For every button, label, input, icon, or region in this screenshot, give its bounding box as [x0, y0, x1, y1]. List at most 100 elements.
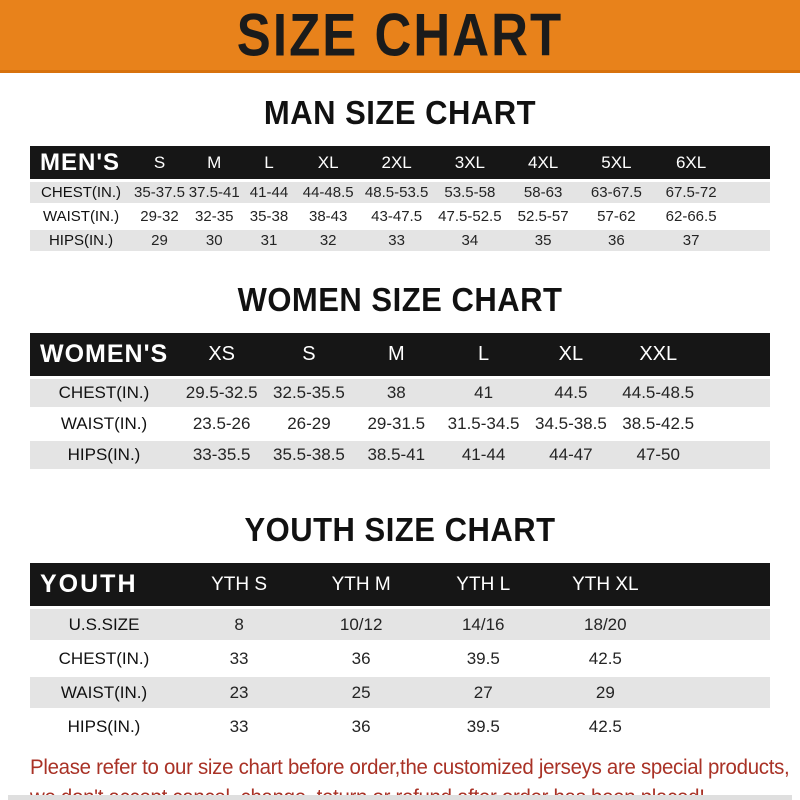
men-size-table: MEN'S S M L XL 2XL 3XL 4XL 5XL 6XL CHEST(IN.) 35-37… [30, 143, 770, 254]
column-header: S [302, 343, 316, 365]
footer-note: Please refer to our size chart before or… [0, 752, 800, 800]
size-value-cell: 29 [151, 232, 168, 249]
size-value-cell: 41-44 [249, 184, 289, 201]
size-value-cell: 38.5-41 [367, 445, 426, 464]
section-women: WOMEN SIZE CHART WOMEN'S XS S M L XL XXL CHEST(… [0, 280, 800, 472]
row-label: WAIST(IN.) [43, 208, 120, 225]
bottom-edge-strip [8, 795, 792, 800]
size-value-cell: 48.5-53.5 [364, 184, 429, 201]
column-header: YTH S [211, 573, 268, 595]
column-header: M [387, 343, 405, 365]
table-group-label: WOMEN'S [40, 340, 169, 368]
banner-title: SIZE CHART [236, 1, 564, 69]
row-label: WAIST(IN.) [60, 414, 148, 433]
size-value-cell: 67.5-72 [665, 184, 717, 201]
size-value-cell: 35.5-38.5 [273, 445, 345, 464]
size-value-cell: 23 [229, 682, 249, 702]
table-row: CHEST(IN.) 35-37.5 37.5-41 41-44 44-48.5 48.5… [30, 182, 770, 203]
size-value-cell: 38-43 [308, 208, 348, 225]
row-filler-cell [666, 677, 770, 708]
size-value-cell: 47.5-52.5 [438, 208, 502, 225]
size-value-cell: 31 [260, 232, 278, 249]
size-value-cell: 25 [351, 682, 371, 702]
table-row: CHEST(IN.) 33 36 39.5 42.5 [30, 643, 770, 674]
row-filler-cell [702, 379, 770, 407]
size-value-cell: 23.5-26 [192, 414, 251, 433]
size-value-cell: 36 [351, 648, 371, 668]
row-filler-cell [666, 643, 770, 674]
column-header: 2XL [381, 152, 412, 172]
size-value-cell: 37 [682, 232, 700, 249]
row-label: HIPS(IN.) [67, 716, 141, 736]
size-value-cell: 33 [388, 232, 405, 249]
size-value-cell: 29 [595, 682, 615, 702]
table-row: WAIST(IN.) 29-32 32-35 35-38 38-43 43-47.5 47.… [30, 206, 770, 227]
size-value-cell: 38.5-42.5 [622, 414, 695, 433]
size-value-cell: 29-31.5 [367, 414, 426, 433]
youth-size-table: YOUTH YTH S YTH M YTH L YTH XL U.S.SIZE 8 10/12… [30, 560, 770, 745]
row-filler-cell [702, 410, 770, 438]
size-value-cell: 8 [234, 614, 244, 634]
size-value-cell: 29-32 [140, 208, 179, 225]
size-value-cell: 34 [461, 232, 479, 249]
row-filler-cell [702, 441, 770, 469]
size-value-cell: 18/20 [584, 614, 627, 634]
size-value-cell: 39.5 [466, 716, 500, 736]
size-value-cell: 43-47.5 [371, 208, 423, 225]
row-filler-cell [666, 609, 770, 640]
column-header: XL [558, 343, 584, 365]
header-filler-cell [729, 146, 770, 179]
size-value-cell: 10/12 [339, 614, 383, 634]
size-value-cell: 52.5-57 [517, 208, 569, 225]
row-label: WAIST(IN.) [60, 682, 148, 702]
row-label: HIPS(IN.) [48, 232, 114, 249]
row-label: HIPS(IN.) [67, 445, 141, 464]
header-filler-cell [702, 333, 770, 376]
section-youth: YOUTH SIZE CHART YOUTH YTH S YTH M YTH L YTH… [0, 511, 800, 745]
table-row: HIPS(IN.) 29 30 31 32 33 34 35 36 37 [30, 230, 770, 251]
row-label: CHEST(IN.) [58, 383, 150, 402]
column-header: S [153, 152, 166, 172]
size-value-cell: 32.5-35.5 [273, 383, 345, 402]
row-label: CHEST(IN.) [41, 184, 122, 201]
size-value-cell: 41 [474, 383, 494, 402]
size-value-cell: 30 [205, 232, 223, 249]
size-value-cell: 58-63 [523, 184, 563, 201]
column-header: YTH XL [572, 573, 639, 595]
column-header: XS [208, 343, 235, 365]
size-value-cell: 42.5 [588, 648, 622, 668]
row-filler-cell [666, 711, 770, 742]
column-header: 5XL [601, 152, 632, 172]
size-value-cell: 33 [229, 716, 249, 736]
table-header-row: YOUTH YTH S YTH M YTH L YTH XL [30, 563, 770, 606]
column-header: L [264, 152, 274, 172]
size-value-cell: 44-48.5 [302, 184, 354, 201]
size-value-cell: 32 [319, 232, 337, 249]
size-value-cell: 53.5-58 [444, 184, 496, 201]
column-header: YTH L [456, 573, 511, 595]
row-filler-cell [729, 230, 770, 251]
size-value-cell: 34.5-38.5 [534, 414, 607, 433]
table-row: U.S.SIZE 8 10/12 14/16 18/20 [30, 609, 770, 640]
size-value-cell: 14/16 [461, 614, 505, 634]
column-header: XXL [639, 343, 678, 365]
column-header: 3XL [454, 152, 485, 172]
size-value-cell: 47-50 [636, 445, 680, 464]
size-value-cell: 37.5-41 [188, 184, 240, 201]
size-value-cell: 36 [608, 232, 625, 249]
table-row: WAIST(IN.) 23.5-26 26-29 29-31.5 31.5-34.5 34… [30, 410, 770, 438]
size-value-cell: 39.5 [466, 648, 500, 668]
size-chart-banner: SIZE CHART [0, 0, 800, 73]
size-value-cell: 57-62 [597, 208, 636, 225]
women-section-heading: WOMEN SIZE CHART [237, 280, 563, 319]
column-header: 4XL [527, 152, 559, 172]
column-header: XL [317, 152, 339, 172]
size-value-cell: 35-37.5 [134, 184, 185, 201]
size-value-cell: 35-38 [249, 208, 289, 225]
row-filler-cell [729, 206, 770, 227]
size-value-cell: 27 [473, 682, 493, 702]
size-value-cell: 33 [229, 648, 249, 668]
size-value-cell: 32-35 [195, 208, 234, 225]
size-value-cell: 35 [534, 232, 552, 249]
